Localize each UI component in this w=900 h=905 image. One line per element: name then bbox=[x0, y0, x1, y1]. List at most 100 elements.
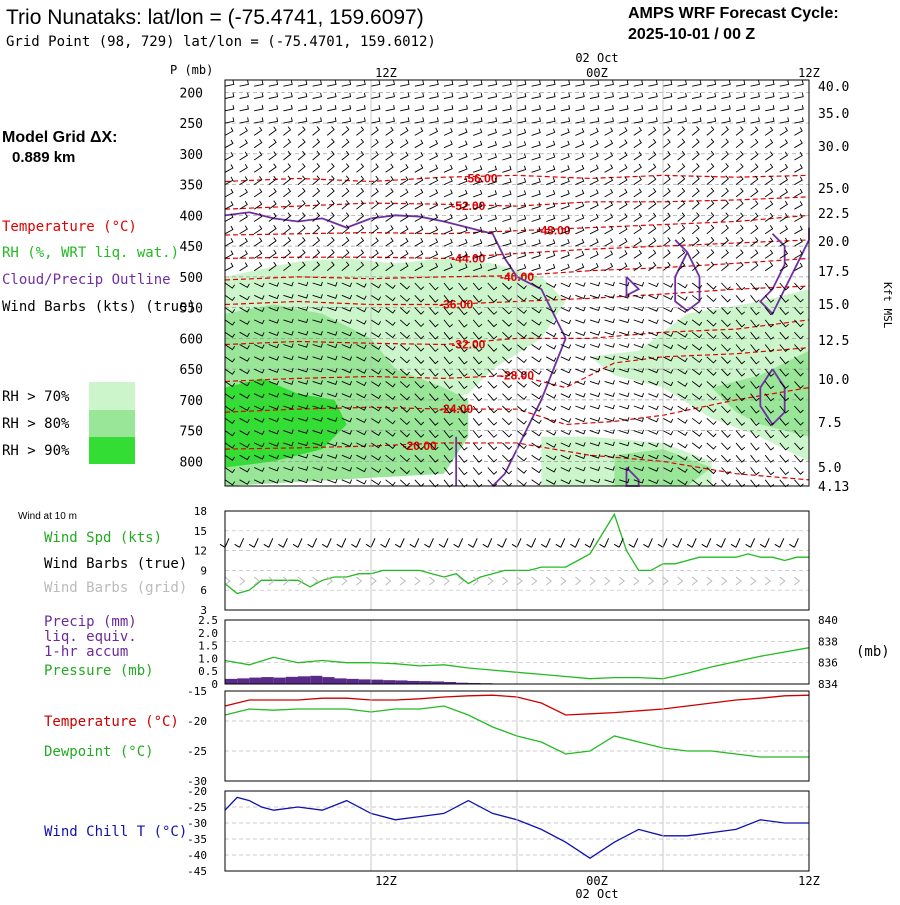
wind-barb bbox=[283, 105, 292, 111]
wind-barb bbox=[400, 177, 408, 185]
wind-barb-grid bbox=[751, 577, 756, 585]
wind-barb bbox=[517, 480, 527, 486]
wind-barb bbox=[692, 105, 701, 111]
wind-barb bbox=[415, 214, 423, 222]
pressure-axis-label: P (mb) bbox=[170, 63, 213, 77]
wind-barb bbox=[269, 188, 276, 196]
precip-bar bbox=[310, 676, 322, 684]
wind-barb bbox=[590, 128, 598, 135]
wind-barb bbox=[386, 139, 393, 147]
wind-barb bbox=[371, 81, 380, 87]
wind-barb bbox=[473, 455, 482, 462]
wind-barb-grid bbox=[532, 577, 537, 585]
wind-barb-true bbox=[439, 538, 448, 547]
wind-barb bbox=[619, 430, 629, 434]
rh80-label: RH > 80% bbox=[2, 416, 70, 432]
precip-bar bbox=[335, 678, 347, 684]
top-date-label: 02 Oct bbox=[575, 51, 618, 65]
wind-barb bbox=[678, 176, 685, 185]
kft-tick-3: 25.0 bbox=[818, 182, 849, 197]
wind-barb bbox=[605, 93, 614, 99]
wind-barb bbox=[619, 238, 627, 246]
wind-barb bbox=[502, 443, 511, 449]
wind-barb bbox=[444, 190, 452, 197]
wind-barb bbox=[225, 189, 233, 197]
wind-barb bbox=[648, 81, 657, 87]
wind-barb-true bbox=[570, 538, 579, 547]
wind-barb bbox=[415, 105, 424, 111]
wind-barb bbox=[429, 81, 438, 87]
pressure-tick-500: 500 bbox=[180, 271, 203, 286]
wind-barb bbox=[634, 393, 644, 397]
wind-barb bbox=[605, 128, 613, 136]
wind-barb bbox=[444, 140, 452, 147]
wind-barb bbox=[546, 153, 555, 160]
isotherm-label-8: -24.00 bbox=[439, 402, 473, 416]
wind-barb bbox=[473, 117, 482, 123]
wind-barb bbox=[780, 81, 789, 87]
wind-barb bbox=[546, 357, 556, 361]
wind-barb-grid bbox=[400, 577, 405, 585]
wind-barb bbox=[619, 189, 627, 197]
wind-barb bbox=[678, 295, 688, 300]
windchill-tick--40: -40 bbox=[187, 849, 207, 862]
wind-barb bbox=[663, 81, 672, 87]
wind-barb bbox=[240, 250, 248, 258]
wind-barb bbox=[517, 394, 527, 400]
wind-barb bbox=[590, 344, 600, 348]
wind-barb bbox=[502, 166, 511, 173]
wind-barb bbox=[356, 105, 365, 111]
wind-barb bbox=[502, 455, 511, 461]
wind-barb bbox=[488, 141, 497, 148]
wind-barb bbox=[794, 152, 802, 160]
wind-barb bbox=[605, 251, 613, 259]
wind-barb bbox=[400, 480, 409, 486]
wind-barb bbox=[356, 93, 365, 99]
wind-barb bbox=[313, 105, 322, 111]
wind-barb bbox=[736, 139, 743, 148]
wind-barb bbox=[707, 213, 714, 222]
wind-barb bbox=[488, 418, 497, 425]
wind-barb bbox=[517, 166, 526, 173]
wind-barb bbox=[678, 225, 685, 234]
wind-barb bbox=[721, 105, 730, 111]
wind-barb bbox=[386, 105, 395, 111]
wind-barb bbox=[605, 201, 613, 209]
wind-barb bbox=[356, 188, 363, 197]
wind-barb bbox=[313, 117, 322, 123]
wind-barb bbox=[254, 152, 262, 160]
wind-barb bbox=[678, 151, 685, 160]
wind-barb bbox=[634, 226, 642, 234]
wind-barb bbox=[240, 117, 249, 123]
wind-barb bbox=[327, 188, 334, 197]
wind-barb-grid bbox=[721, 577, 726, 585]
bottom-time-12z-b: 12Z bbox=[798, 874, 820, 888]
wind-barb bbox=[327, 163, 334, 172]
wind-barb bbox=[298, 237, 305, 246]
wind-barb bbox=[707, 283, 716, 289]
wind-barb-grid bbox=[371, 577, 376, 585]
wind-barb bbox=[415, 177, 423, 185]
wind-barb bbox=[240, 263, 248, 271]
wind-barb bbox=[254, 117, 263, 123]
pressure-tick-300: 300 bbox=[180, 148, 203, 163]
wind-barb bbox=[561, 129, 569, 136]
top-time-12z-a: 12Z bbox=[375, 66, 397, 80]
wind-barb bbox=[502, 240, 511, 247]
wind-barb-true bbox=[585, 538, 594, 547]
wind-barb bbox=[780, 201, 788, 209]
wind-barb bbox=[721, 468, 730, 475]
wind-barb-grid bbox=[444, 577, 449, 585]
wind-barb bbox=[619, 105, 628, 111]
wind-barb bbox=[254, 250, 262, 258]
wind-barb bbox=[590, 368, 600, 372]
wind-barb bbox=[225, 81, 234, 87]
wind-barb bbox=[619, 405, 629, 409]
wind-barb bbox=[254, 189, 262, 197]
wind-barb bbox=[400, 152, 408, 160]
wind-barb bbox=[240, 213, 248, 221]
wind-barb bbox=[751, 468, 760, 475]
wind-barb bbox=[459, 239, 467, 246]
wind-barb bbox=[605, 81, 614, 87]
wind-barb bbox=[283, 237, 290, 246]
